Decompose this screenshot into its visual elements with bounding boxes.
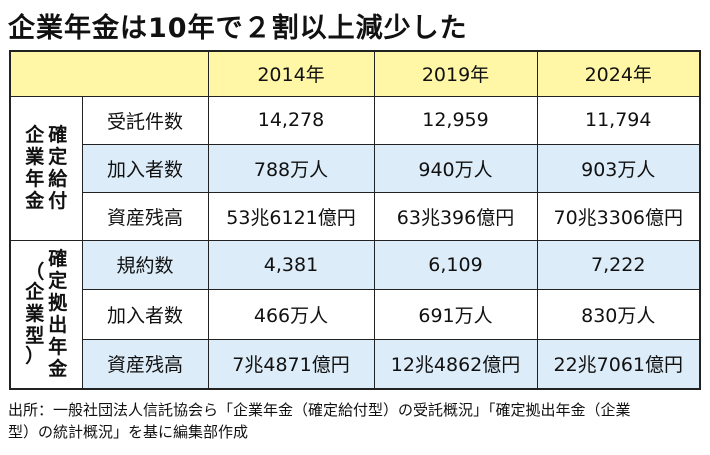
table-header-row: 2014年 2019年 2024年 (9, 50, 701, 97)
row-label: 規約数 (81, 239, 209, 290)
value-cell: 691万人 (373, 288, 538, 340)
header-year-2014: 2014年 (207, 50, 375, 97)
group-label-column: （ 企 業 型 ） (25, 261, 45, 368)
value-cell: 53兆6121億円 (207, 191, 375, 241)
value-cell: 903万人 (536, 143, 701, 193)
value-cell: 7兆4871億円 (207, 338, 375, 390)
source-note: 出所：一般社団法人信託協会ら「企業年金（確定給付型）の受託概況」「確定拠出年金（… (8, 399, 706, 443)
group-label-column: 確 定 拠 出 年 金 (48, 248, 68, 381)
value-cell: 4,381 (207, 239, 375, 290)
value-cell: 7,222 (536, 239, 701, 290)
value-cell: 788万人 (207, 143, 375, 193)
value-cell: 11,794 (536, 95, 701, 145)
value-cell: 63兆396億円 (373, 191, 538, 241)
value-cell: 14,278 (207, 95, 375, 145)
row-label: 加入者数 (81, 143, 209, 193)
value-cell: 830万人 (536, 288, 701, 340)
row-label: 受託件数 (81, 95, 209, 145)
group-label-column: 確 定 給 付 (48, 124, 68, 212)
value-cell: 466万人 (207, 288, 375, 340)
table-row: （ 企 業 型 ） 確 定 拠 出 年 金 規約数 4,381 6,109 7,… (9, 239, 701, 390)
header-corner-cell (9, 50, 209, 97)
value-cell: 22兆7061億円 (536, 338, 701, 390)
pension-table: 2014年 2019年 2024年 企 業 年 金 確 定 給 付 受託件数 (9, 50, 701, 390)
page-title: 企業年金は10年で２割以上減少した (8, 13, 468, 44)
table-row: 加入者数 466万人 691万人 830万人 (10, 288, 701, 340)
value-cell: 12兆4862億円 (373, 338, 538, 390)
row-label: 加入者数 (81, 288, 209, 340)
source-note-line: 型）の統計概況」を基に編集部作成 (8, 423, 249, 441)
header-year-2019: 2019年 (373, 50, 538, 97)
source-note-line: 出所：一般社団法人信託協会ら「企業年金（確定給付型）の受託概況」「確定拠出年金（… (8, 401, 631, 419)
group-label-column: 企 業 年 金 (25, 124, 45, 212)
row-label: 資産残高 (81, 191, 209, 241)
header-year-2024: 2024年 (536, 50, 701, 97)
table-row: 資産残高 53兆6121億円 63兆396億円 70兆3306億円 (10, 191, 701, 241)
value-cell: 6,109 (373, 239, 538, 290)
group-label-defined-contribution: （ 企 業 型 ） 確 定 拠 出 年 金 (9, 239, 83, 390)
table-row: 資産残高 7兆4871億円 12兆4862億円 22兆7061億円 (10, 338, 701, 390)
value-cell: 940万人 (373, 143, 538, 193)
row-label: 資産残高 (81, 338, 209, 390)
value-cell: 70兆3306億円 (536, 191, 701, 241)
value-cell: 12,959 (373, 95, 538, 145)
group-label-defined-benefit: 企 業 年 金 確 定 給 付 (9, 95, 83, 241)
table-row: 加入者数 788万人 940万人 903万人 (10, 143, 701, 193)
table-row: 企 業 年 金 確 定 給 付 受託件数 14,278 12,959 11,79… (9, 95, 701, 241)
